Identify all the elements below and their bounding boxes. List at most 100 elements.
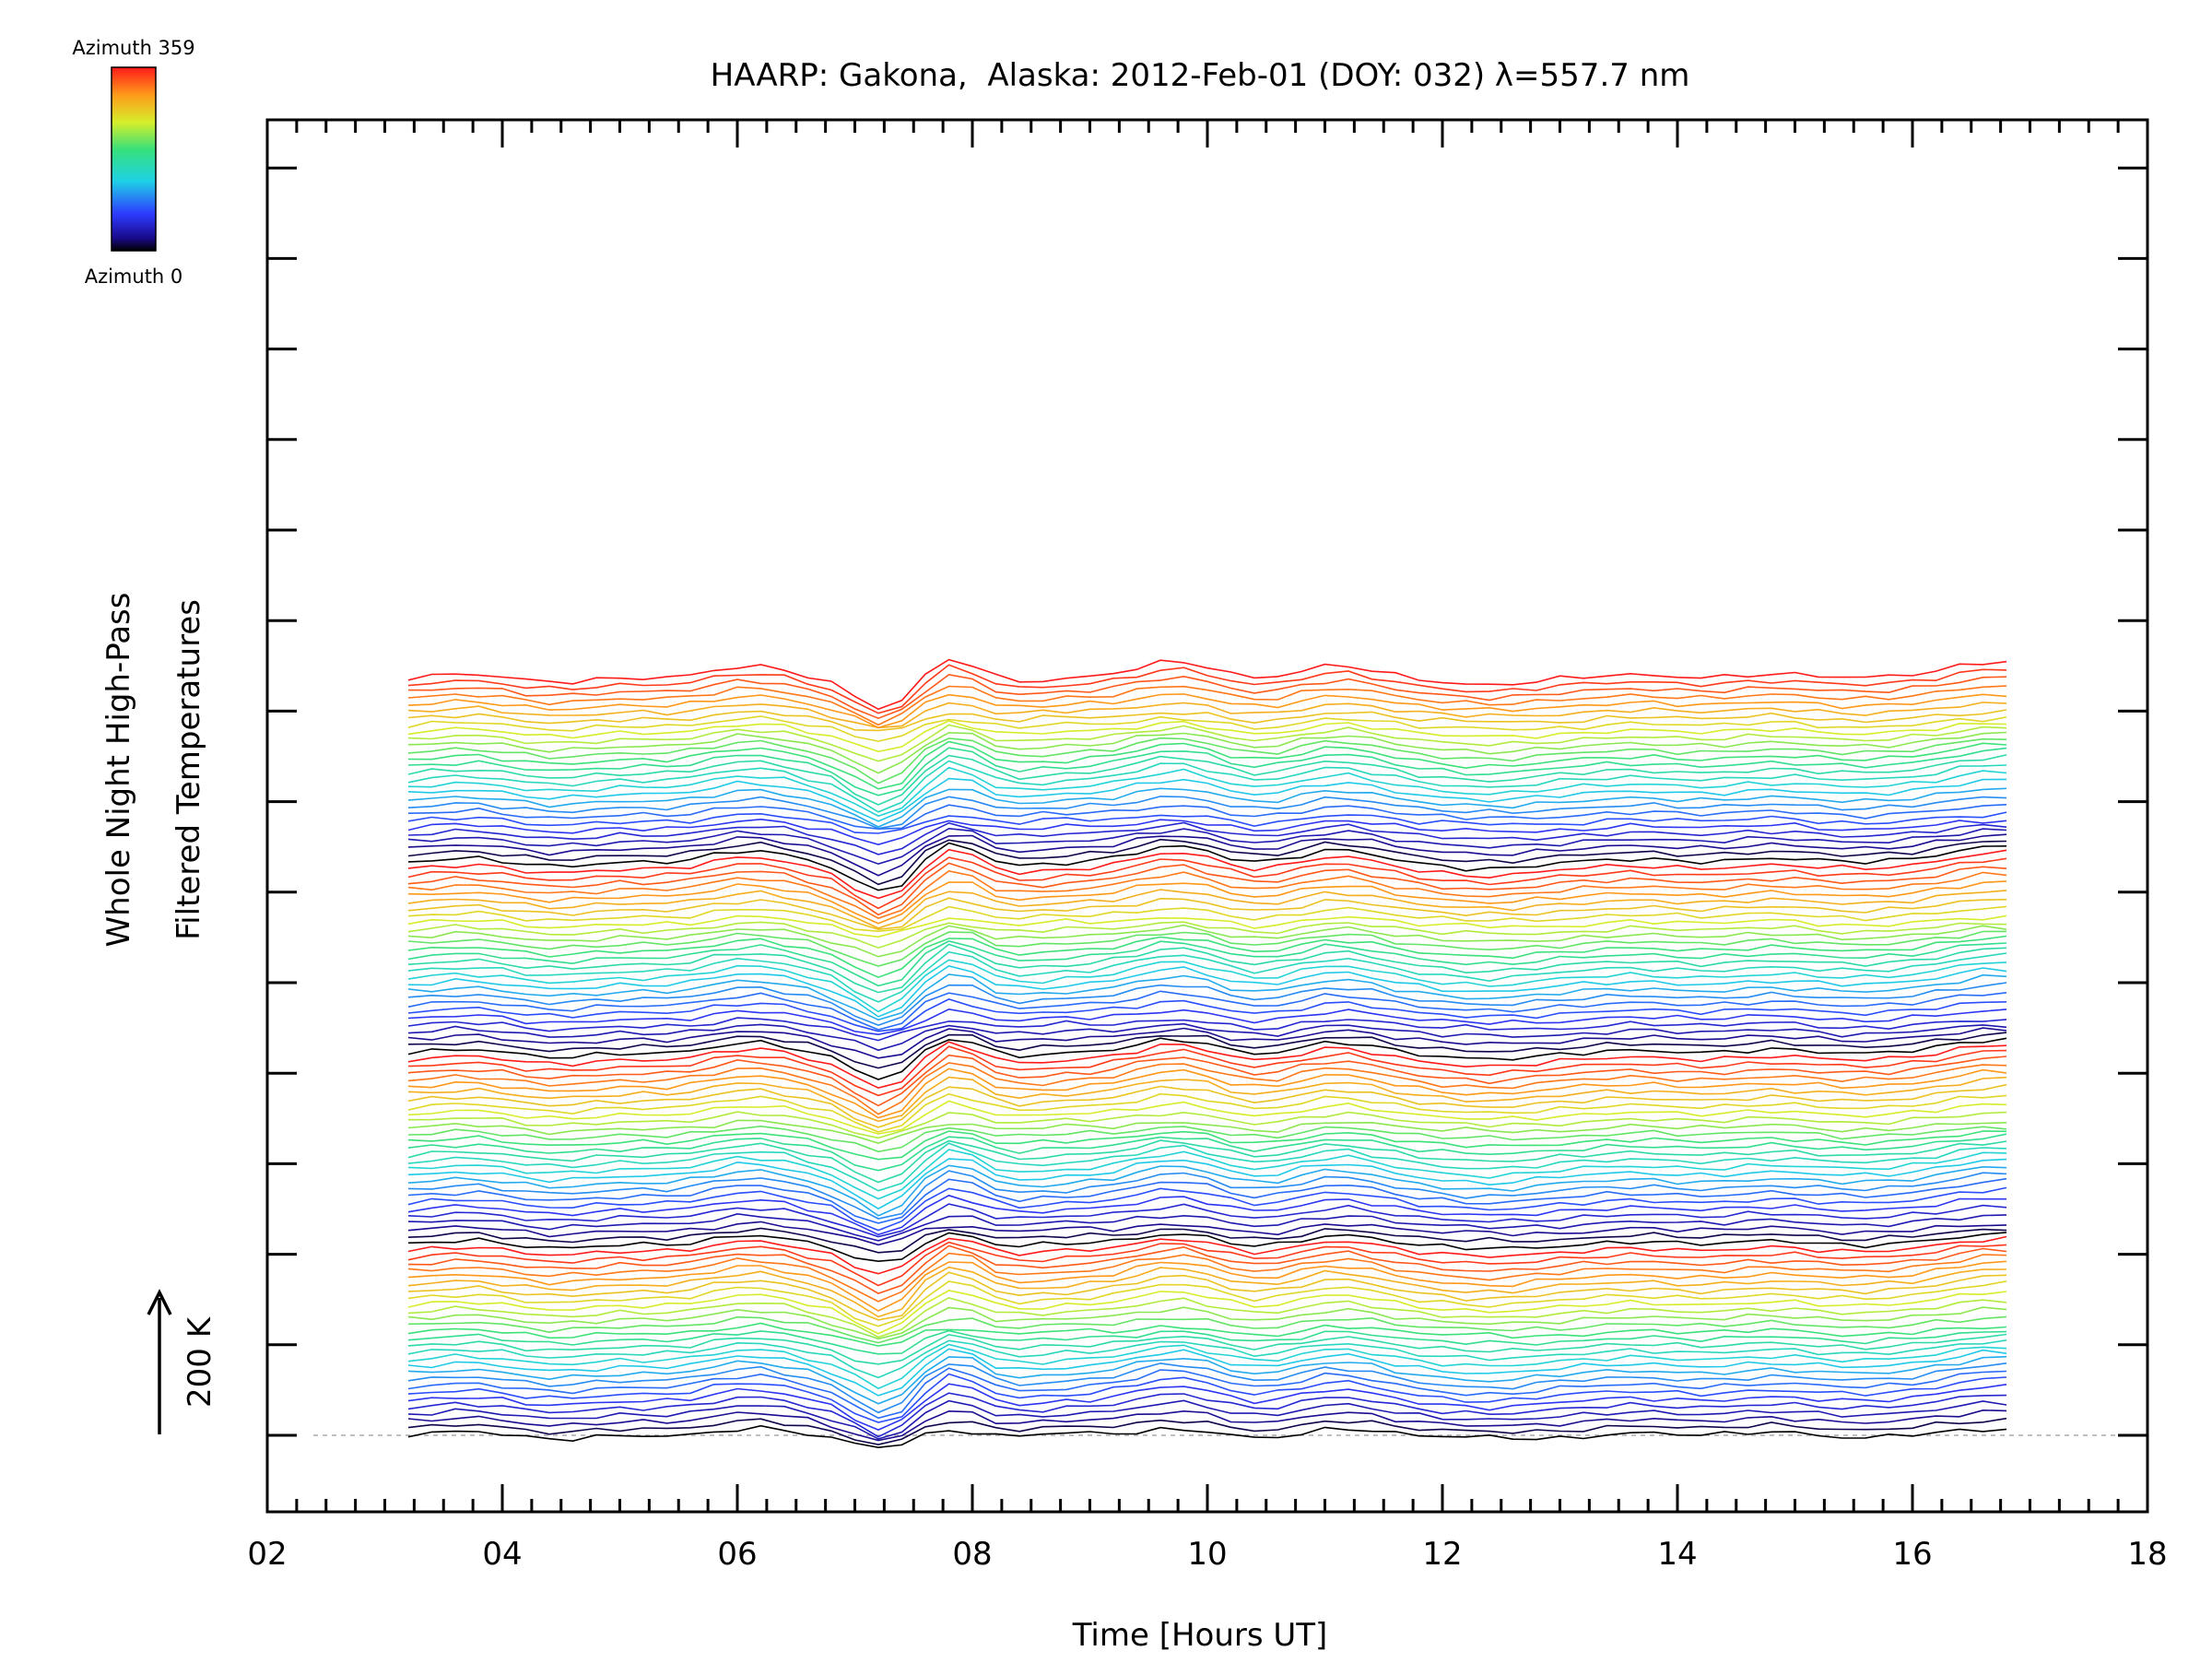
temperature-trace xyxy=(407,1133,2007,1172)
temperature-trace xyxy=(407,1367,2007,1420)
temperature-trace xyxy=(407,1083,2007,1128)
temperature-trace xyxy=(407,1125,2007,1153)
temperature-trace xyxy=(407,1296,2007,1339)
temperature-trace xyxy=(407,1221,2007,1246)
temperature-trace xyxy=(407,833,2007,877)
x-tick-label: 18 xyxy=(2127,1536,2167,1573)
y-axis-label-line1: Whole Night High-Pass xyxy=(100,593,137,948)
temperature-trace xyxy=(407,702,2007,729)
temperature-trace xyxy=(407,1348,2007,1397)
temperature-trace xyxy=(407,1399,2007,1440)
temperature-trace xyxy=(407,1212,2007,1242)
temperature-trace xyxy=(407,943,2007,994)
temperature-trace xyxy=(407,720,2007,753)
temperature-trace xyxy=(407,658,2007,711)
temperature-trace xyxy=(407,796,2007,830)
temperature-trace xyxy=(407,1119,2007,1144)
temperature-trace xyxy=(407,766,2007,818)
temperature-trace xyxy=(407,1041,2007,1090)
temperature-trace xyxy=(407,1244,2007,1294)
temperature-trace xyxy=(407,1054,2007,1107)
temperature-trace xyxy=(407,838,2007,886)
temperature-trace xyxy=(407,1362,2007,1414)
x-tick-label: 14 xyxy=(1657,1536,1697,1573)
temperature-trace xyxy=(407,1032,2007,1069)
temperature-trace xyxy=(407,842,2007,891)
y-axis-label-line2: Filtered Temperatures xyxy=(171,599,207,940)
temperature-trace xyxy=(407,740,2007,790)
x-tick-labels: 02 04 06 08 10 12 14 16 18 xyxy=(247,1536,2167,1573)
temperature-trace xyxy=(407,1232,2007,1263)
temperature-trace xyxy=(407,777,2007,822)
temperature-traces xyxy=(407,658,2007,1449)
temperature-trace xyxy=(407,869,2007,919)
temperature-trace xyxy=(407,1177,2007,1224)
temperature-trace xyxy=(407,1170,2007,1220)
chart-title: HAARP: Gakona, Alaska: 2012-Feb-01 (DOY:… xyxy=(711,57,1690,94)
temperature-trace xyxy=(407,811,2007,834)
temperature-trace xyxy=(407,1158,2007,1210)
temperature-trace xyxy=(407,982,2007,1026)
temperature-trace xyxy=(407,747,2007,796)
x-tick-label: 16 xyxy=(1892,1536,1932,1573)
temperature-trace xyxy=(407,1271,2007,1321)
temperature-trace xyxy=(407,921,2007,949)
temperature-trace xyxy=(407,1142,2007,1192)
temperature-trace xyxy=(407,737,2007,784)
temperature-trace xyxy=(407,674,2007,720)
temperature-trace xyxy=(407,1227,2007,1254)
temperature-trace xyxy=(407,930,2007,967)
temperature-trace xyxy=(407,950,2007,1003)
temperature-trace xyxy=(407,1373,2007,1423)
temperature-trace xyxy=(407,787,2007,828)
temperature-trace xyxy=(407,848,2007,900)
temperature-trace xyxy=(407,1306,2007,1340)
temperature-trace xyxy=(407,856,2007,910)
temperature-trace xyxy=(407,1333,2007,1365)
temperature-trace xyxy=(407,1235,2007,1275)
temperature-trace xyxy=(407,1067,2007,1119)
temperature-trace xyxy=(407,804,2007,831)
temperature-trace xyxy=(407,1139,2007,1184)
temperature-trace xyxy=(407,935,2007,979)
colorbar-bottom-label: Azimuth 0 xyxy=(85,265,183,288)
temperature-trace xyxy=(407,1027,2007,1059)
temperature-trace xyxy=(407,1149,2007,1200)
temperature-trace xyxy=(407,1186,2007,1232)
colorbar-legend: Azimuth 359 Azimuth 0 xyxy=(72,37,194,288)
temperature-trace xyxy=(407,959,2007,1013)
temperature-trace xyxy=(407,1343,2007,1390)
temperature-trace xyxy=(407,1130,2007,1161)
x-tick-label: 02 xyxy=(247,1536,287,1573)
temperature-trace xyxy=(407,1322,2007,1347)
temperature-trace xyxy=(407,715,2007,742)
temperature-trace xyxy=(407,973,2007,1021)
colorbar-gradient xyxy=(111,66,157,252)
temperature-trace xyxy=(407,1339,2007,1379)
temperature-trace xyxy=(407,754,2007,806)
temperature-trace xyxy=(407,1417,2007,1445)
x-tick-label: 10 xyxy=(1187,1536,1227,1573)
scale-indicator: 200 K xyxy=(147,1289,218,1434)
temperature-trace xyxy=(407,862,2007,916)
temperature-trace xyxy=(407,1092,2007,1133)
scale-label: 200 K xyxy=(182,1315,218,1408)
temperature-trace xyxy=(407,1280,2007,1327)
temperature-trace xyxy=(407,965,2007,1018)
temperature-trace xyxy=(407,818,2007,846)
temperature-trace xyxy=(407,998,2007,1032)
temperature-trace xyxy=(407,1037,2007,1080)
x-tick-label: 08 xyxy=(952,1536,992,1573)
x-tick-label: 06 xyxy=(717,1536,757,1573)
temperature-trace xyxy=(407,693,2007,729)
temperature-trace xyxy=(407,1315,2007,1344)
temperature-trace xyxy=(407,1392,2007,1438)
temperature-trace xyxy=(407,1290,2007,1335)
temperature-trace xyxy=(407,1076,2007,1123)
temperature-trace xyxy=(407,1424,2007,1449)
temperature-trace xyxy=(407,1241,2007,1287)
temperature-trace xyxy=(407,889,2007,929)
temperature-trace xyxy=(407,827,2007,866)
